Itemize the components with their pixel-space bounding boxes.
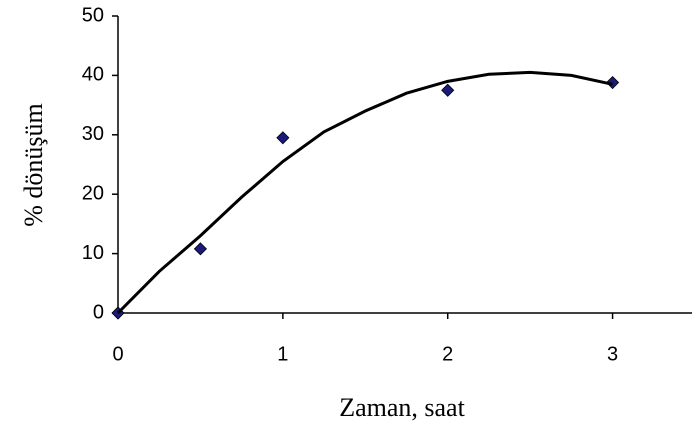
y-tick-label: 10: [82, 242, 104, 264]
x-tick-label: 2: [442, 343, 453, 365]
x-tick-label: 0: [112, 343, 123, 365]
x-tick-label: 1: [277, 343, 288, 365]
data-point: [441, 83, 455, 97]
y-tick-label: 20: [82, 182, 104, 204]
x-tick-label: 3: [607, 343, 618, 365]
y-tick-label: 50: [82, 4, 104, 26]
trend-line: [116, 70, 613, 315]
x-axis-title: Zaman, saat: [339, 393, 465, 422]
y-tick-label: 0: [93, 301, 104, 323]
y-axis-title: % dönüşüm: [19, 103, 48, 227]
data-point: [606, 75, 620, 90]
data-point: [276, 131, 290, 145]
data-point: [193, 242, 207, 256]
y-tick-label: 30: [82, 123, 104, 145]
y-tick-label: 40: [82, 64, 104, 86]
